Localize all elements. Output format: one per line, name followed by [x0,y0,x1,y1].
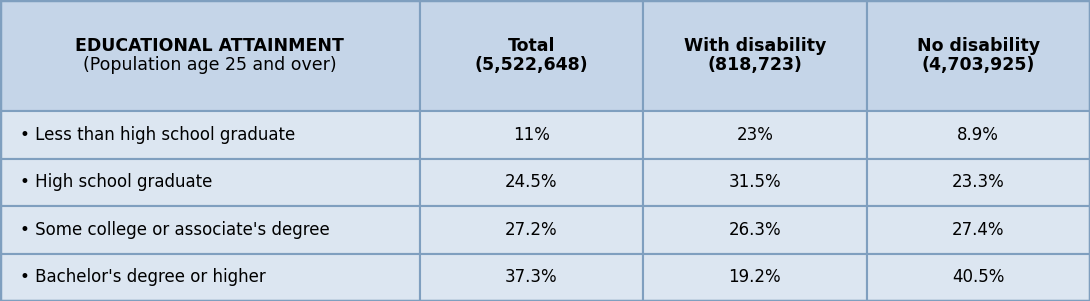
Text: • Bachelor's degree or higher: • Bachelor's degree or higher [20,268,265,286]
Bar [643,253,867,301]
Bar [0,159,420,206]
Text: (4,703,925): (4,703,925) [921,57,1036,74]
Text: (Population age 25 and over): (Population age 25 and over) [83,57,337,74]
Text: 37.3%: 37.3% [505,268,558,286]
Text: 19.2%: 19.2% [728,268,782,286]
Bar [0,111,420,159]
Text: (818,723): (818,723) [707,57,802,74]
Bar [420,159,643,206]
Bar [867,253,1090,301]
Bar [0,206,420,253]
Text: 27.4%: 27.4% [952,221,1005,239]
Text: With disability: With disability [683,37,826,55]
Text: EDUCATIONAL ATTAINMENT: EDUCATIONAL ATTAINMENT [75,37,344,55]
Bar [867,0,1090,111]
Bar [867,159,1090,206]
Bar [643,159,867,206]
Text: Total: Total [508,37,555,55]
Text: 11%: 11% [513,126,549,144]
Bar [643,206,867,253]
Bar [643,0,867,111]
Bar [867,206,1090,253]
Bar [643,111,867,159]
Bar [0,253,420,301]
Text: 24.5%: 24.5% [505,173,558,191]
Text: 27.2%: 27.2% [505,221,558,239]
Bar [0,0,420,111]
Text: • Some college or associate's degree: • Some college or associate's degree [20,221,329,239]
Bar [420,0,643,111]
Text: • Less than high school graduate: • Less than high school graduate [20,126,295,144]
Text: 40.5%: 40.5% [952,268,1005,286]
Bar [420,253,643,301]
Bar [420,206,643,253]
Text: 31.5%: 31.5% [728,173,782,191]
Text: • High school graduate: • High school graduate [20,173,211,191]
Text: (5,522,648): (5,522,648) [474,57,589,74]
Text: No disability: No disability [917,37,1040,55]
Text: 26.3%: 26.3% [728,221,782,239]
Text: 23.3%: 23.3% [952,173,1005,191]
Bar [420,111,643,159]
Bar [867,111,1090,159]
Text: 23%: 23% [737,126,773,144]
Text: 8.9%: 8.9% [957,126,1000,144]
